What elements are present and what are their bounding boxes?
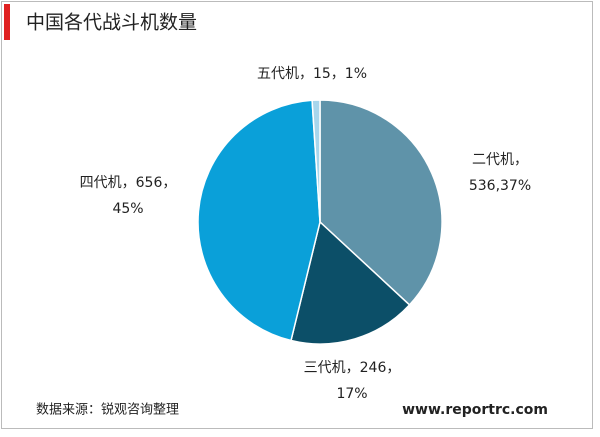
pie-slice xyxy=(311,99,321,223)
data-label: 536,37% xyxy=(469,178,531,194)
pie-slice xyxy=(290,220,411,345)
data-label: 五代机，15，1% xyxy=(257,66,367,82)
website: www.reportrc.com xyxy=(402,402,548,418)
chart-title: 中国各代战斗机数量 xyxy=(26,12,197,34)
pie-slice xyxy=(319,99,443,306)
data-label: 17% xyxy=(336,386,367,402)
pie-slice xyxy=(197,99,321,342)
source-note: 数据来源：锐观咨询整理 xyxy=(36,403,179,418)
data-label: 三代机，246， xyxy=(304,360,401,376)
labels: 二代机， 536,37% 三代机，246， 17% 四代机，656， 45% 五代机，15，… xyxy=(80,66,532,402)
data-label: 45% xyxy=(112,201,143,217)
data-label: 四代机，656， xyxy=(80,175,177,191)
pie xyxy=(197,99,443,345)
data-label: 二代机， xyxy=(472,152,528,168)
title-bar xyxy=(4,4,10,40)
